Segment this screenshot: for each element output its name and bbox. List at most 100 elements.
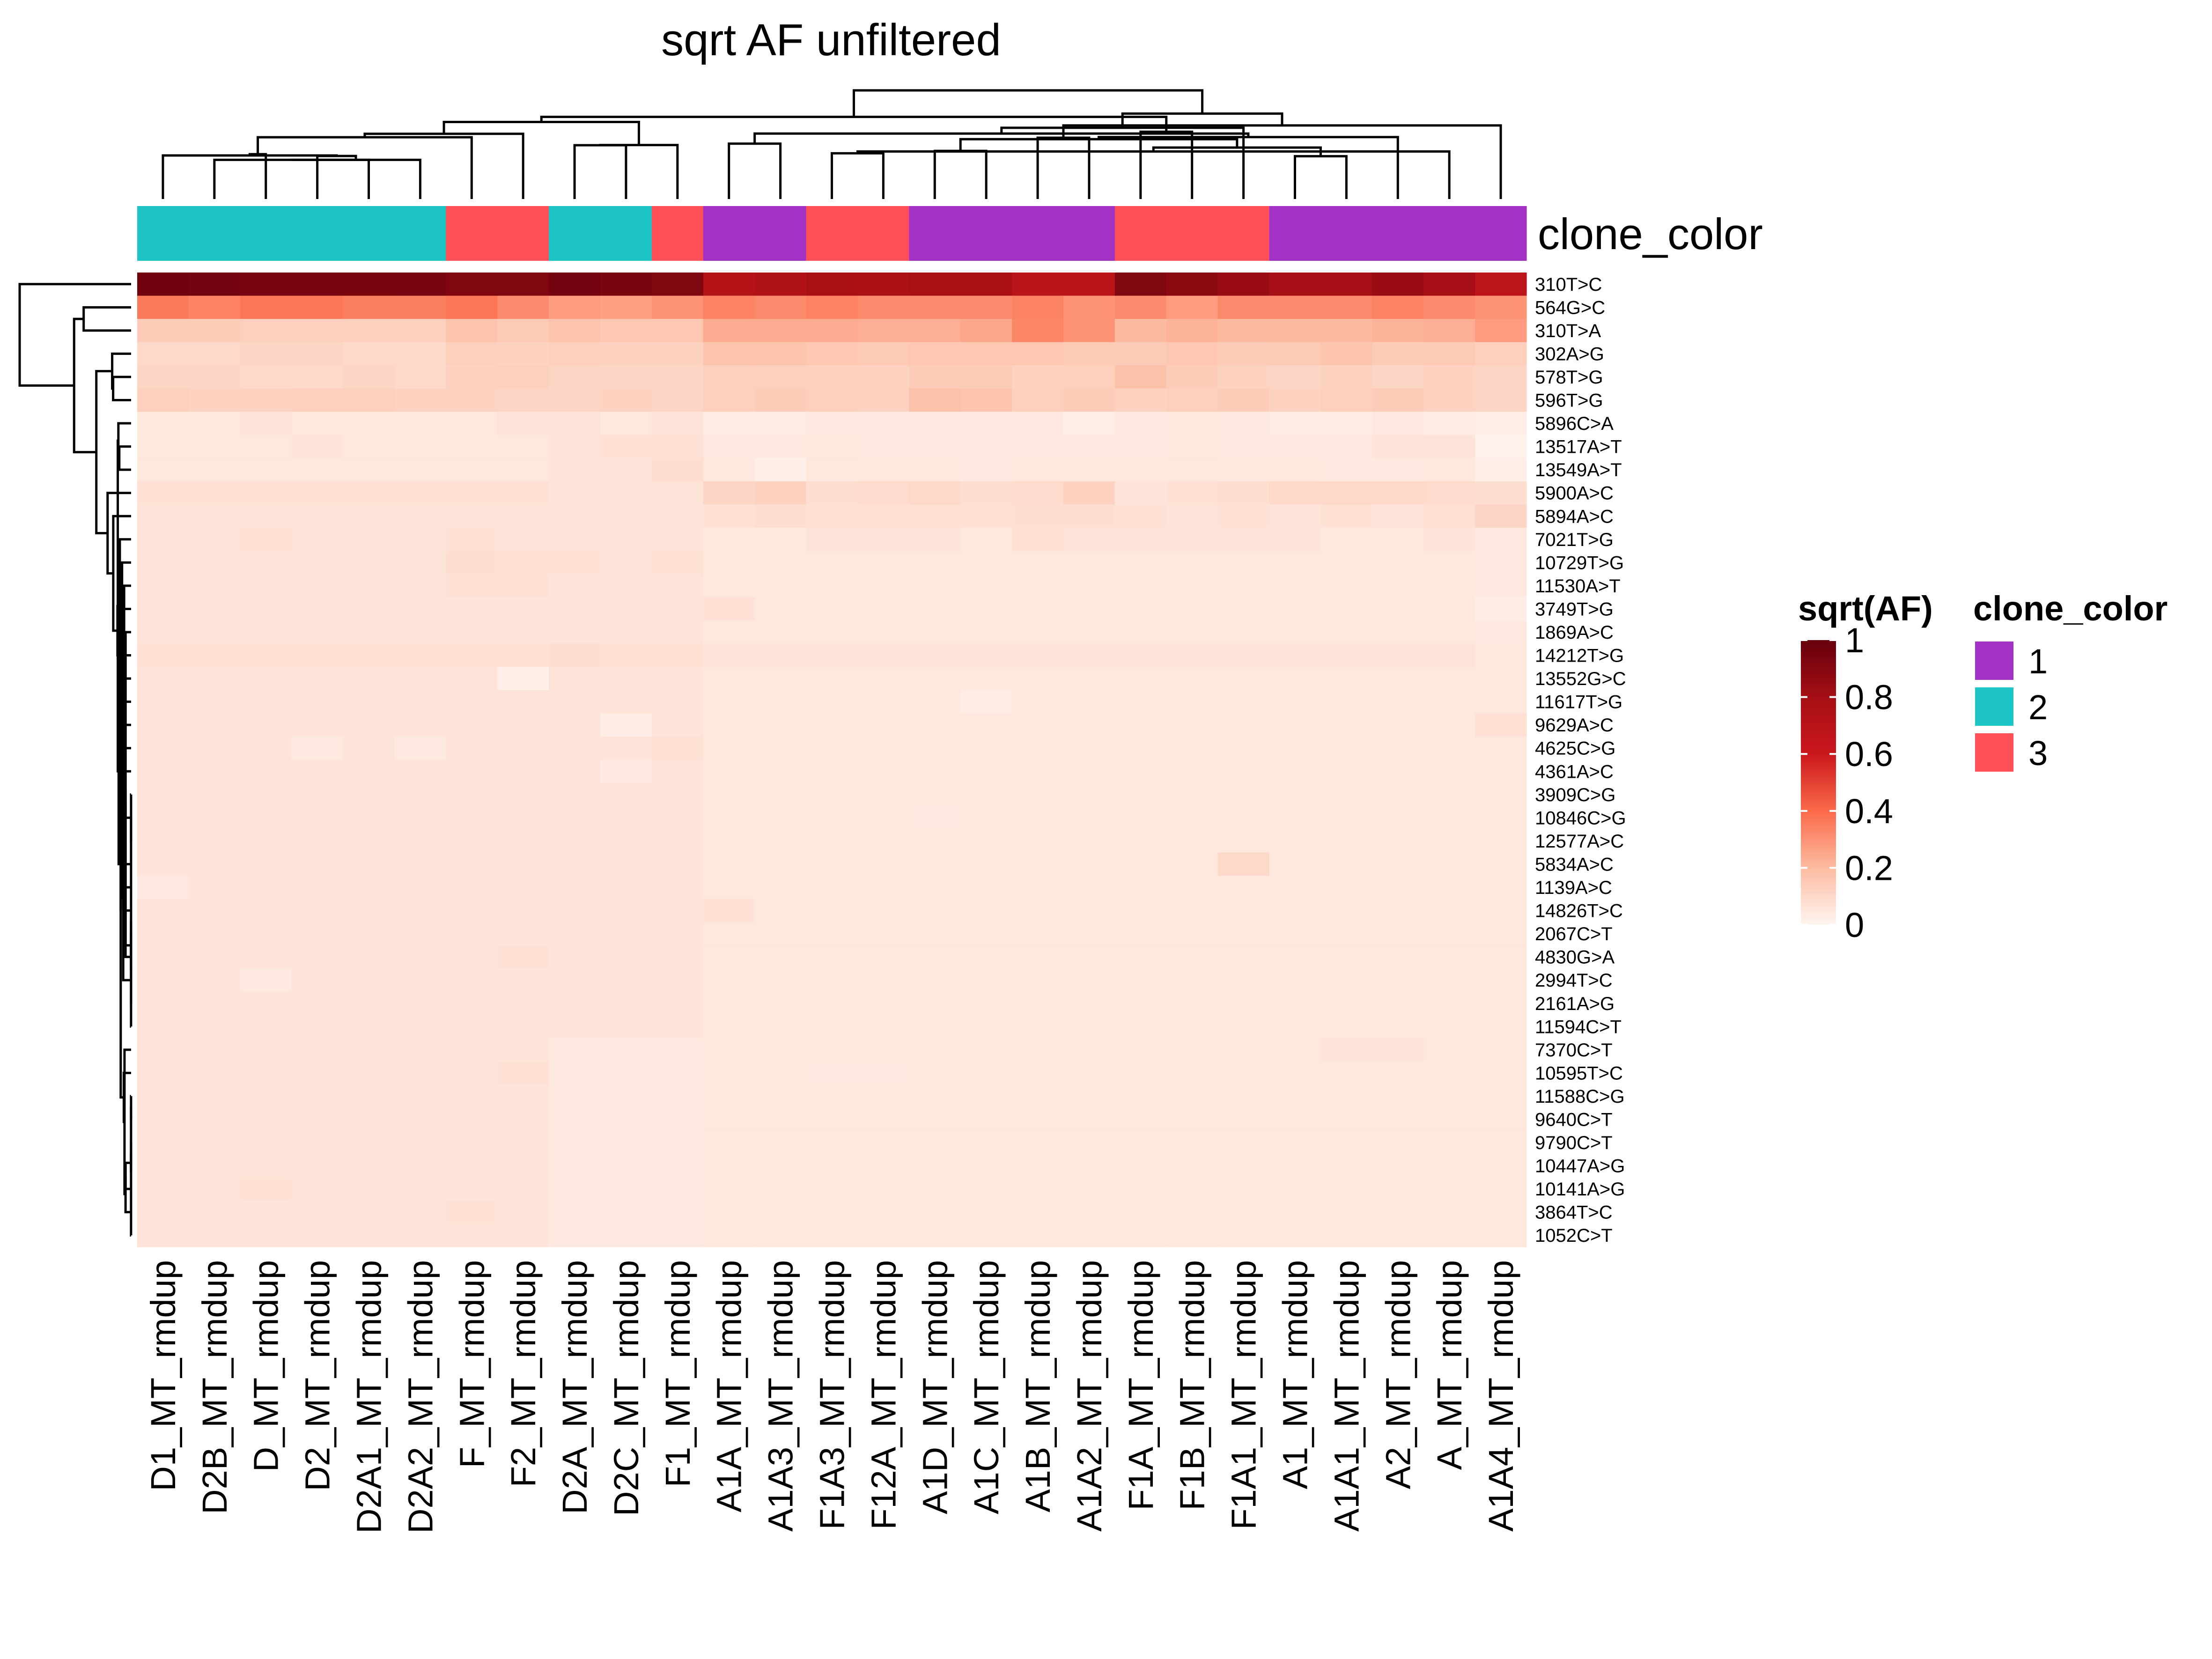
heatmap-cell bbox=[188, 597, 241, 621]
heatmap-cell bbox=[497, 1061, 549, 1085]
annotation-label: clone_color bbox=[1538, 209, 1763, 258]
heatmap-cell bbox=[1475, 759, 1527, 783]
heatmap-cell bbox=[1012, 481, 1064, 505]
row-label: 5894A>C bbox=[1535, 506, 1614, 527]
heatmap-cell bbox=[188, 991, 241, 1016]
heatmap-cell bbox=[1114, 968, 1167, 992]
clone-legend-label: 3 bbox=[2028, 734, 2048, 773]
heatmap-cell bbox=[1320, 597, 1372, 621]
heatmap-cell bbox=[1166, 528, 1218, 552]
heatmap-cell bbox=[497, 295, 549, 319]
heatmap-cell bbox=[1166, 667, 1218, 691]
heatmap-cell bbox=[909, 481, 961, 505]
heatmap-cell bbox=[291, 690, 344, 714]
heatmap-cell bbox=[343, 945, 395, 969]
heatmap-cell bbox=[291, 295, 344, 319]
heatmap-cell bbox=[1372, 945, 1424, 969]
heatmap-cell bbox=[1063, 551, 1115, 575]
colorbar-tick-label: 0 bbox=[1845, 906, 1864, 944]
heatmap-cell bbox=[960, 1107, 1012, 1131]
heatmap-cell bbox=[1114, 783, 1167, 807]
heatmap-cell bbox=[909, 620, 961, 644]
heatmap-cell bbox=[1166, 1131, 1218, 1155]
heatmap-cell bbox=[446, 1177, 498, 1201]
row-label: 2161A>G bbox=[1535, 994, 1615, 1014]
heatmap-cell bbox=[549, 1177, 601, 1201]
column-label: A1A1_MT_rmdup bbox=[1327, 1260, 1366, 1532]
heatmap-cell bbox=[394, 968, 446, 992]
heatmap-cell bbox=[1320, 991, 1372, 1016]
heatmap-cell bbox=[960, 783, 1012, 807]
heatmap-cell bbox=[188, 273, 241, 296]
heatmap-cell bbox=[549, 319, 601, 343]
column-label: A2_MT_rmdup bbox=[1379, 1260, 1417, 1489]
heatmap-cell bbox=[188, 736, 241, 760]
heatmap-cell bbox=[240, 435, 292, 458]
heatmap-cell bbox=[857, 899, 909, 922]
heatmap-cell bbox=[1166, 1154, 1218, 1178]
heatmap-cell bbox=[1063, 458, 1115, 482]
heatmap-cell bbox=[703, 991, 755, 1016]
heatmap-cell bbox=[1114, 295, 1167, 319]
heatmap-cell bbox=[549, 922, 601, 946]
heatmap-cell bbox=[446, 829, 498, 853]
heatmap-cell bbox=[1063, 1131, 1115, 1155]
heatmap-cell bbox=[600, 806, 652, 830]
heatmap-cell bbox=[1423, 1200, 1475, 1224]
dendrogram-branch bbox=[162, 154, 338, 199]
heatmap-cell bbox=[1114, 1084, 1167, 1108]
heatmap-cell bbox=[1269, 1154, 1321, 1178]
heatmap-cell bbox=[291, 435, 344, 458]
heatmap-cell bbox=[240, 273, 292, 296]
heatmap-cell bbox=[1012, 388, 1064, 412]
heatmap-cell bbox=[806, 295, 858, 319]
heatmap-cell bbox=[1114, 922, 1167, 946]
heatmap-cell bbox=[651, 922, 704, 946]
heatmap-cell bbox=[1475, 643, 1527, 667]
heatmap-cell bbox=[651, 759, 704, 783]
heatmap-cell bbox=[1166, 342, 1218, 366]
heatmap-cell bbox=[1166, 1177, 1218, 1201]
heatmap-cell bbox=[857, 1200, 909, 1224]
heatmap-cell bbox=[137, 388, 189, 412]
heatmap-cell bbox=[1372, 1177, 1424, 1201]
heatmap-cell bbox=[960, 1200, 1012, 1224]
heatmap-cell bbox=[1423, 1224, 1475, 1247]
heatmap-cell bbox=[1217, 319, 1270, 343]
heatmap-cell bbox=[1372, 736, 1424, 760]
colorbar-legend: sqrt(AF) 0 0.2 0.4 0.6 0.8 1 bbox=[1798, 589, 1933, 944]
heatmap-cell bbox=[1475, 551, 1527, 575]
heatmap-cell bbox=[1063, 783, 1115, 807]
heatmap-cell bbox=[1372, 388, 1424, 412]
heatmap-cell bbox=[1063, 1084, 1115, 1108]
heatmap-cell bbox=[909, 342, 961, 366]
heatmap-cell bbox=[703, 1131, 755, 1155]
heatmap-cell bbox=[394, 620, 446, 644]
heatmap-cell bbox=[1063, 968, 1115, 992]
heatmap-cell bbox=[291, 1084, 344, 1108]
heatmap-cell bbox=[806, 829, 858, 853]
heatmap-cell bbox=[497, 1200, 549, 1224]
heatmap-cell bbox=[703, 528, 755, 552]
heatmap-cell bbox=[188, 551, 241, 575]
heatmap-cell bbox=[909, 1177, 961, 1201]
heatmap-cell bbox=[188, 504, 241, 528]
heatmap-cell bbox=[291, 597, 344, 621]
heatmap-cell bbox=[1114, 829, 1167, 853]
heatmap-cell bbox=[291, 1061, 344, 1085]
heatmap-cell bbox=[1217, 922, 1270, 946]
heatmap-cell bbox=[651, 1154, 704, 1178]
heatmap-cell bbox=[394, 319, 446, 343]
heatmap-cell bbox=[600, 1131, 652, 1155]
heatmap-cell bbox=[1063, 295, 1115, 319]
heatmap-cell bbox=[446, 945, 498, 969]
heatmap-cell bbox=[240, 504, 292, 528]
row-label: 11588C>G bbox=[1535, 1086, 1625, 1107]
clone-legend-swatch bbox=[1975, 687, 2013, 726]
heatmap-cell bbox=[1423, 365, 1475, 389]
heatmap-cell bbox=[1269, 922, 1321, 946]
heatmap-cell bbox=[240, 574, 292, 598]
heatmap-cell bbox=[909, 435, 961, 458]
heatmap-cell bbox=[1217, 945, 1270, 969]
heatmap-cell bbox=[137, 806, 189, 830]
